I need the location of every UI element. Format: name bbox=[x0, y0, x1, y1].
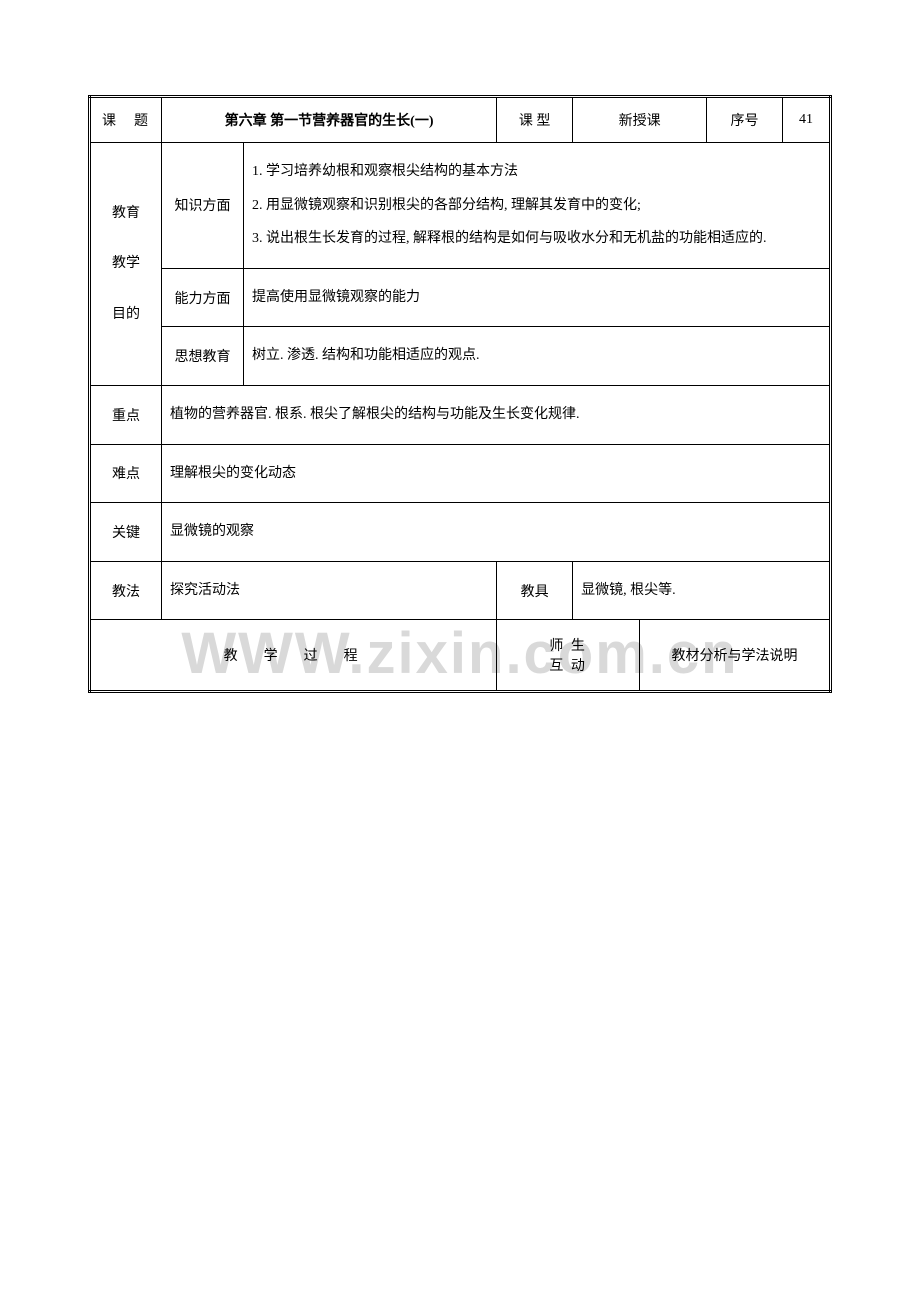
difficulty-label: 难点 bbox=[90, 444, 162, 503]
table-row: 关键 显微镜的观察 bbox=[90, 503, 831, 562]
interact-label: 师 生 互 动 bbox=[497, 620, 640, 692]
seq-label: 序号 bbox=[707, 97, 783, 143]
goals-label: 教育 教学 目的 bbox=[90, 143, 162, 386]
table-row: 教法 探究活动法 教具 显微镜, 根尖等. bbox=[90, 561, 831, 620]
difficulty-content: 理解根尖的变化动态 bbox=[162, 444, 831, 503]
table-row: 思想教育 树立. 渗透. 结构和功能相适应的观点. bbox=[90, 327, 831, 386]
goals-label-2: 教学 bbox=[99, 251, 153, 276]
table-row: 教育 教学 目的 知识方面 1. 学习培养幼根和观察根尖结构的基本方法 2. 用… bbox=[90, 143, 831, 269]
type-value: 新授课 bbox=[573, 97, 707, 143]
table-row: 难点 理解根尖的变化动态 bbox=[90, 444, 831, 503]
method-content: 探究活动法 bbox=[162, 561, 497, 620]
goals-label-1: 教育 bbox=[99, 201, 153, 226]
table-row: 教 学 过 程 师 生 互 动 教材分析与学法说明 bbox=[90, 620, 831, 692]
keypoint-label: 重点 bbox=[90, 385, 162, 444]
tool-content: 显微镜, 根尖等. bbox=[573, 561, 831, 620]
ability-label: 能力方面 bbox=[162, 268, 244, 327]
tool-label: 教具 bbox=[497, 561, 573, 620]
thought-content: 树立. 渗透. 结构和功能相适应的观点. bbox=[244, 327, 831, 386]
method-label: 教法 bbox=[90, 561, 162, 620]
goals-label-3: 目的 bbox=[99, 302, 153, 327]
type-label: 课 型 bbox=[497, 97, 573, 143]
analysis-label: 教材分析与学法说明 bbox=[640, 620, 831, 692]
table-row: 重点 植物的营养器官. 根系. 根尖了解根尖的结构与功能及生长变化规律. bbox=[90, 385, 831, 444]
lesson-plan-table: 课 题 第六章 第一节营养器官的生长(一) 课 型 新授课 序号 41 教育 教… bbox=[88, 95, 832, 693]
topic-label: 课 题 bbox=[90, 97, 162, 143]
knowledge-content: 1. 学习培养幼根和观察根尖结构的基本方法 2. 用显微镜观察和识别根尖的各部分… bbox=[244, 143, 831, 269]
lesson-plan-table-wrap: 课 题 第六章 第一节营养器官的生长(一) 课 型 新授课 序号 41 教育 教… bbox=[88, 95, 832, 693]
ability-content: 提高使用显微镜观察的能力 bbox=[244, 268, 831, 327]
process-label: 教 学 过 程 bbox=[90, 620, 497, 692]
key-label: 关键 bbox=[90, 503, 162, 562]
key-content: 显微镜的观察 bbox=[162, 503, 831, 562]
thought-label: 思想教育 bbox=[162, 327, 244, 386]
knowledge-label: 知识方面 bbox=[162, 143, 244, 269]
seq-value: 41 bbox=[783, 97, 831, 143]
keypoint-content: 植物的营养器官. 根系. 根尖了解根尖的结构与功能及生长变化规律. bbox=[162, 385, 831, 444]
topic-title: 第六章 第一节营养器官的生长(一) bbox=[162, 97, 497, 143]
table-row: 课 题 第六章 第一节营养器官的生长(一) 课 型 新授课 序号 41 bbox=[90, 97, 831, 143]
table-row: 能力方面 提高使用显微镜观察的能力 bbox=[90, 268, 831, 327]
